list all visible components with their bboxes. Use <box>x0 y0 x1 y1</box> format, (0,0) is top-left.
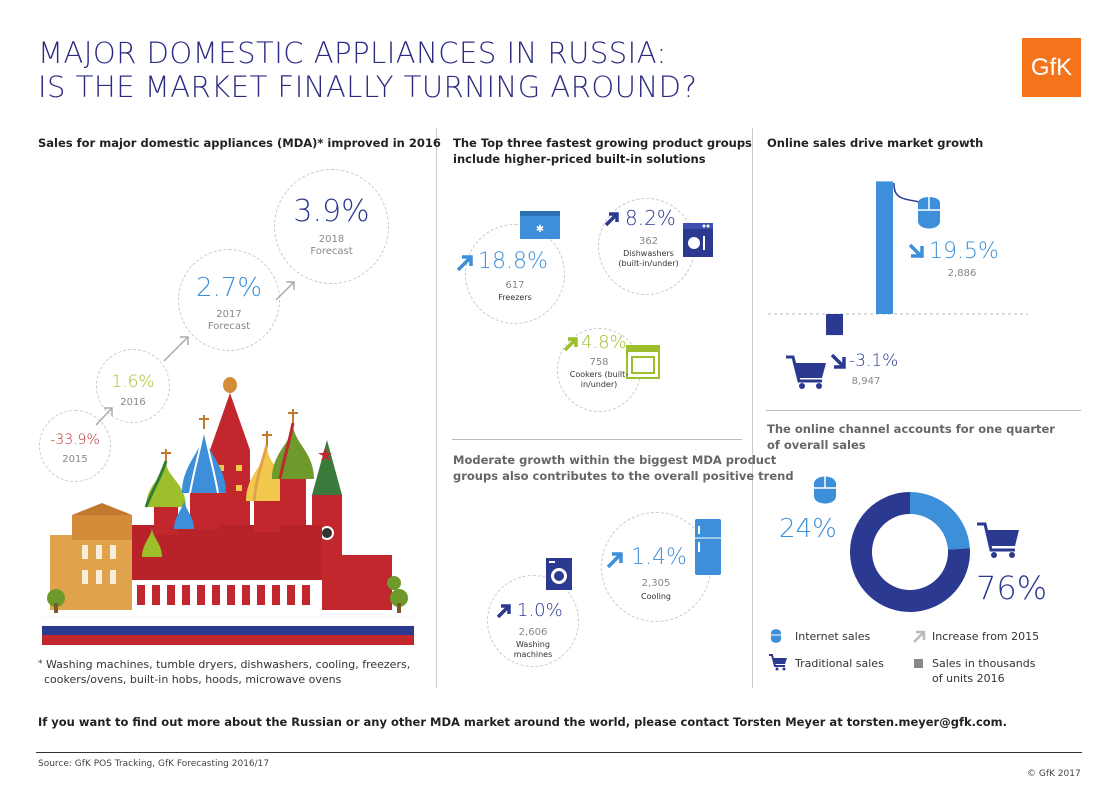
label-2018-value: 3.9% <box>293 194 370 229</box>
bar-internet-sales <box>876 181 893 314</box>
legend-grey-square <box>914 659 923 668</box>
legend-units: Sales in thousands of units 2016 <box>932 656 1035 686</box>
internet-share: 24% <box>779 514 837 544</box>
bar-traditional-sales <box>826 314 843 336</box>
washing-machine-icon <box>546 558 572 590</box>
internet-growth: 19.5% <box>929 239 999 264</box>
footnote-mark: * <box>38 659 43 669</box>
divider-1 <box>436 128 437 688</box>
arrow-up-icon <box>456 255 473 272</box>
title-line-1: MAJOR DOMESTIC APPLIANCES IN RUSSIA: <box>38 36 667 70</box>
right-heading2-line2: of overall sales <box>767 438 866 452</box>
internet-units: 2,886 <box>947 268 977 279</box>
middle-heading: The Top three fastest growing product gr… <box>453 135 752 167</box>
footnote: * Washing machines, tumble dryers, dishw… <box>38 657 410 687</box>
divider-2 <box>752 128 753 688</box>
left-heading: Sales for major domestic appliances (MDA… <box>38 136 441 150</box>
dishwashers-name: Dishwashers (built-in/under) <box>618 249 679 268</box>
divider-right <box>766 410 1081 411</box>
right-heading: Online sales drive market growth <box>767 136 984 150</box>
copyright: © GfK 2017 <box>1027 769 1081 779</box>
contact-line: If you want to find out more about the R… <box>38 715 1008 729</box>
middle-heading-line2: include higher-priced built-in solutions <box>453 152 706 166</box>
cooker-icon <box>626 345 660 379</box>
gfk-logo: GfK <box>1022 38 1081 97</box>
cart-icon <box>786 355 826 389</box>
circle-washing <box>487 575 579 667</box>
legend-internet: Internet sales <box>795 630 871 643</box>
source: Source: GfK POS Tracking, GfK Forecastin… <box>38 759 270 769</box>
circle-2016 <box>96 349 170 423</box>
legend-units-line1: Sales in thousands <box>932 657 1036 670</box>
dishwasher-icon <box>683 223 713 257</box>
freezer-icon: ✱ <box>520 211 560 239</box>
label-2016-value: 1.6% <box>111 372 155 392</box>
middle-heading2-line2: groups also contributes to the overall p… <box>453 469 794 483</box>
label-2017-year: 2017 Forecast <box>207 309 251 332</box>
freezers-units: 617 <box>505 280 525 291</box>
page-title: MAJOR DOMESTIC APPLIANCES IN RUSSIA: IS … <box>38 36 697 104</box>
divider-mid <box>452 439 742 440</box>
cooling-growth: 1.4% <box>631 545 687 570</box>
middle-heading2-line1: Moderate growth within the biggest MDA p… <box>453 453 777 467</box>
arrow-up-icon-2 <box>604 212 619 227</box>
legend-mouse-icon <box>771 629 781 643</box>
circle-2017 <box>178 249 280 351</box>
arrow-up-icon-3 <box>563 337 578 352</box>
cart-icon-2 <box>977 522 1019 558</box>
divider-bottom <box>36 752 1082 753</box>
slice-internet-sales <box>910 492 970 550</box>
slice-traditional-sales <box>850 492 970 612</box>
traditional-share: 76% <box>976 569 1048 607</box>
arrow-up-icon-6 <box>908 243 924 259</box>
circle-freezers <box>465 224 565 324</box>
mouse-icon <box>918 197 940 229</box>
mouse-icon-2 <box>814 476 836 504</box>
traditional-growth: -3.1% <box>849 351 899 371</box>
dishwashers-units: 362 <box>638 236 659 247</box>
right-heading2-line1: The online channel accounts for one quar… <box>767 422 1055 436</box>
svg-text:✱: ✱ <box>536 224 544 235</box>
freezers-name: Freezers <box>498 293 532 302</box>
middle-heading-line1: The Top three fastest growing product gr… <box>453 136 752 150</box>
legend-traditional: Traditional sales <box>795 657 884 670</box>
washing-units: 2,606 <box>518 627 548 638</box>
label-2015-year: 2015 <box>62 454 88 465</box>
label-2015-value: -33.9% <box>50 432 100 448</box>
cooling-name: Cooling <box>641 592 671 601</box>
legend-units-line2: of units 2016 <box>932 672 1005 685</box>
freezers-growth: 18.8% <box>478 249 548 274</box>
middle-heading-2: Moderate growth within the biggest MDA p… <box>453 452 794 484</box>
legend-arrow-icon <box>913 630 926 643</box>
washing-growth: 1.0% <box>517 600 563 621</box>
cookers-units: 758 <box>589 357 609 368</box>
arrow-down-icon <box>830 353 846 369</box>
legend-cart-icon <box>769 654 787 671</box>
right-heading-2: The online channel accounts for one quar… <box>767 421 1055 453</box>
cookers-name: Cookers (built-in/under) <box>569 370 629 389</box>
fridge-icon <box>695 519 721 575</box>
label-2017-value: 2.7% <box>195 273 263 303</box>
cathedral-illustration <box>42 377 414 645</box>
footnote-line2: cookers/ovens, built-in hobs, hoods, mic… <box>44 673 342 686</box>
title-line-2: IS THE MARKET FINALLY TURNING AROUND? <box>38 70 698 104</box>
traditional-units: 8,947 <box>851 376 881 387</box>
dishwashers-growth: 8.2% <box>625 206 676 230</box>
legend-increase: Increase from 2015 <box>932 630 1040 643</box>
label-2018-year: 2018 Forecast <box>310 234 353 257</box>
online-bar-chart <box>768 181 1028 389</box>
cookers-growth: 4.8% <box>581 332 627 353</box>
circle-2015 <box>39 410 111 482</box>
footnote-line1: Washing machines, tumble dryers, dishwas… <box>46 658 411 671</box>
washing-name: Washing machines <box>513 640 553 659</box>
label-2016-year: 2016 <box>120 397 146 408</box>
circle-2018 <box>274 169 389 284</box>
cooling-units: 2,305 <box>641 578 671 589</box>
arrow-up-icon-5 <box>496 604 511 619</box>
arrow-up-icon-4 <box>606 552 623 569</box>
online-share-donut <box>850 492 970 612</box>
growth-arrows <box>95 281 295 426</box>
